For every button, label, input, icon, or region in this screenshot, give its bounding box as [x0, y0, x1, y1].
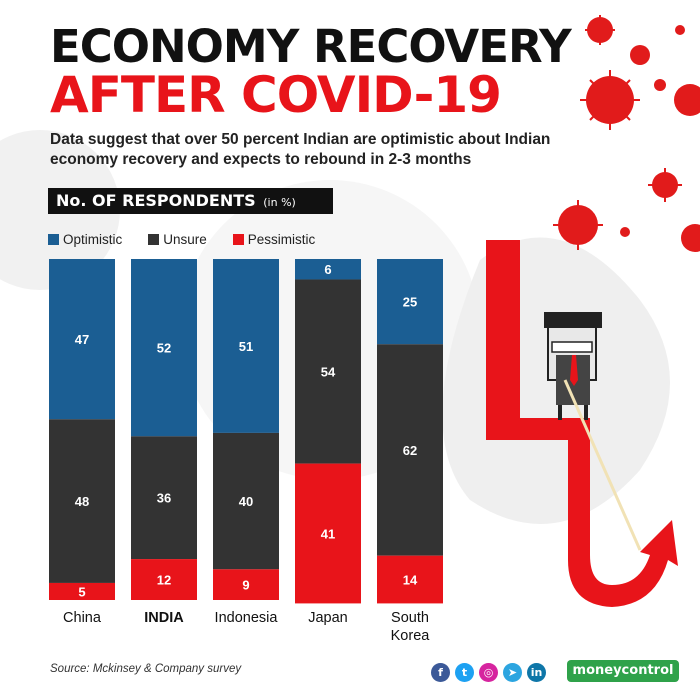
legend-item-pessimistic: Pessimistic: [232, 231, 316, 247]
bar-segment-unsure: [131, 436, 197, 560]
legend-swatch: [148, 233, 160, 245]
virus-spikes: [553, 15, 682, 250]
data-label: 6: [324, 262, 331, 277]
legend-swatch: [232, 233, 244, 245]
data-label: 9: [242, 578, 249, 593]
legend-item-unsure: Unsure: [148, 232, 207, 247]
instagram-icon[interactable]: ◎: [479, 662, 498, 682]
bar-segment-optimistic: [213, 259, 279, 433]
bar-segment-unsure: [49, 419, 115, 583]
bar-segment-unsure: [377, 344, 443, 556]
bar-segment-optimistic: [131, 259, 197, 437]
legend-swatch: [48, 233, 59, 245]
data-label: 47: [75, 332, 89, 347]
bar-segment-pessimistic: [49, 582, 115, 600]
chart-legend: Optimistic Unsure Pessimistic: [48, 230, 341, 248]
data-label: 54: [321, 365, 336, 380]
x-tick-label: INDIA: [144, 610, 184, 626]
data-label: 62: [403, 443, 417, 458]
bar-segment-optimistic: [49, 259, 115, 420]
x-tick-label: Indonesia: [215, 610, 279, 626]
data-label: 51: [239, 339, 253, 354]
social-links: f t ◎ ➤ in: [431, 662, 551, 682]
downward-trend-arrow-icon: [486, 240, 678, 607]
facebook-icon[interactable]: f: [431, 662, 450, 682]
bar-segment-pessimistic: [295, 463, 361, 604]
data-label: 5: [78, 584, 85, 599]
respondents-unit: (in %): [263, 196, 296, 209]
bar-segment-pessimistic: [377, 555, 443, 604]
worried-person-icon: [544, 312, 642, 551]
title-line-1: ECONOMY RECOVERY: [50, 20, 572, 73]
bar-segment-unsure: [213, 432, 279, 570]
data-label: 36: [157, 491, 171, 506]
data-label: 48: [75, 494, 89, 509]
subtitle: Data suggest that over 50 percent Indian…: [50, 131, 551, 168]
bar-segment-optimistic: [377, 259, 443, 345]
data-label: 40: [239, 494, 253, 509]
data-label: 25: [403, 295, 417, 310]
data-label: 14: [403, 573, 418, 588]
bar-segment-pessimistic: [131, 559, 197, 600]
legend-label: Unsure: [163, 231, 207, 247]
telegram-icon[interactable]: ➤: [503, 662, 522, 682]
legend-item-optimistic: Optimistic: [48, 232, 122, 247]
title-line-2: AFTER COVID-19: [50, 66, 502, 124]
legend-label: Optimistic: [63, 231, 123, 247]
source-note: Source: Mckinsey & Company survey: [50, 663, 242, 675]
data-label: 52: [157, 341, 171, 356]
x-tick-label: Japan: [308, 610, 348, 626]
bar-segment-pessimistic: [213, 569, 279, 600]
legend-label: Pessimistic: [247, 231, 316, 247]
linkedin-icon[interactable]: in: [527, 662, 546, 682]
respondents-label-bar: No. OF RESPONDENTS (in %): [48, 188, 333, 214]
bar-segment-unsure: [295, 279, 361, 464]
data-label: 41: [321, 527, 335, 542]
respondents-label: No. OF RESPONDENTS: [56, 191, 256, 210]
data-label: 12: [157, 573, 171, 588]
bar-segment-optimistic: [295, 259, 361, 280]
twitter-icon[interactable]: t: [455, 662, 474, 682]
brand-logo: moneycontrol: [567, 660, 679, 682]
x-tick-label: China: [63, 610, 102, 626]
x-tick-label: South: [391, 610, 429, 626]
x-tick-label: Korea: [391, 628, 431, 644]
